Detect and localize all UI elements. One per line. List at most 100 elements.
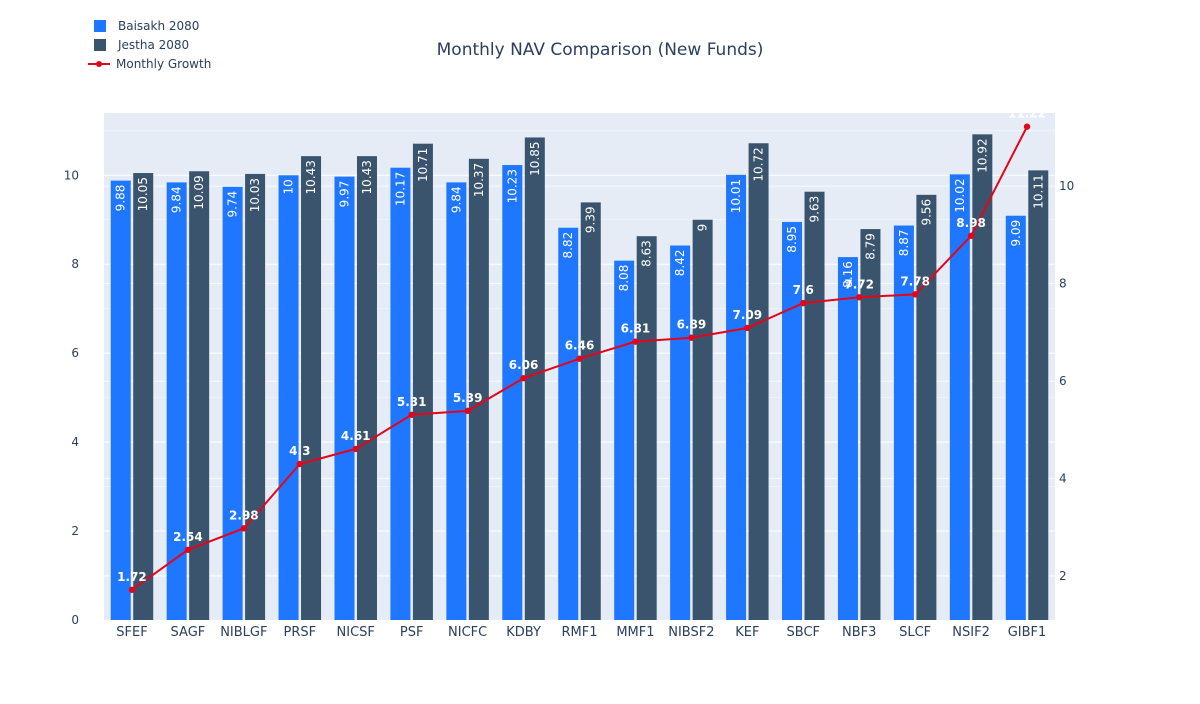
- bar-jestha: [524, 137, 545, 621]
- y-left-tick-label: 10: [64, 168, 79, 182]
- growth-point: [352, 445, 359, 453]
- bar-label-jestha: 10.43: [304, 160, 318, 194]
- x-tick-label: SBCF: [787, 625, 821, 640]
- growth-label: 7.78: [900, 274, 930, 288]
- bar-label-baisakh: 9.84: [170, 186, 184, 213]
- legend-item-jestha[interactable]: Jestha 2080: [92, 35, 211, 54]
- growth-label: 8.98: [956, 216, 986, 230]
- bar-jestha: [580, 202, 601, 621]
- growth-label: 11.22: [1008, 107, 1046, 121]
- x-tick-label: SFEF: [116, 625, 147, 640]
- growth-point: [520, 375, 527, 382]
- growth-label: 4.3: [289, 444, 310, 458]
- x-tick-label: GIBF1: [1008, 625, 1047, 640]
- bar-baisakh: [837, 257, 858, 620]
- x-tick-label: SLCF: [899, 625, 931, 640]
- bar-label-baisakh: 9.88: [114, 185, 128, 212]
- y-right-tick-label: 2: [1059, 569, 1067, 583]
- bar-label-baisakh: 10.01: [729, 179, 743, 213]
- legend-item-growth[interactable]: Monthly Growth: [88, 54, 212, 73]
- bar-label-jestha: 10.09: [192, 175, 206, 209]
- y-left-tick-label: 8: [71, 257, 79, 271]
- bar-label-baisakh: 10.02: [953, 178, 967, 212]
- y-right-tick-label: 10: [1059, 179, 1074, 193]
- x-tick-label: NICFC: [448, 625, 487, 640]
- bar-label-baisakh: 10.23: [505, 169, 519, 203]
- growth-label: 4.61: [341, 429, 371, 443]
- bar-label-jestha: 8.63: [640, 240, 654, 267]
- bar-label-jestha: 10.03: [248, 178, 262, 212]
- bar-label-jestha: 10.37: [472, 163, 486, 197]
- growth-point: [911, 291, 919, 298]
- growth-label: 6.06: [509, 358, 539, 372]
- growth-point: [408, 411, 415, 418]
- bar-baisakh: [390, 167, 411, 620]
- growth-label: 7.6: [793, 283, 814, 297]
- bar-label-jestha: 10.72: [752, 147, 766, 181]
- bar-label-baisakh: 9.97: [337, 181, 351, 208]
- bar-jestha: [860, 229, 881, 621]
- growth-label: 7.09: [733, 308, 763, 322]
- bar-jestha: [133, 173, 154, 620]
- x-tick-label: MMF1: [616, 625, 654, 640]
- bar-label-baisakh: 10: [282, 179, 296, 194]
- growth-label: 7.72: [844, 277, 874, 291]
- x-tick-label: NIBSF2: [668, 625, 714, 640]
- bar-baisakh: [278, 175, 299, 620]
- growth-point: [240, 525, 248, 532]
- bar-label-jestha: 8.79: [863, 233, 877, 260]
- growth-point: [128, 586, 136, 593]
- legend-label-growth: Monthly Growth: [116, 56, 212, 71]
- growth-label: 2.98: [229, 508, 259, 522]
- growth-point: [856, 294, 863, 301]
- bar-label-jestha: 9.39: [584, 206, 598, 233]
- growth-label: 6.81: [621, 322, 651, 336]
- growth-point: [184, 546, 192, 553]
- y-left-tick-label: 0: [71, 613, 79, 627]
- growth-point: [744, 324, 751, 332]
- growth-point: [296, 460, 303, 468]
- bar-label-baisakh: 8.42: [673, 250, 687, 277]
- y-right-tick-label: 4: [1059, 472, 1067, 486]
- legend-line-growth-icon: [88, 58, 110, 70]
- bar-baisakh: [782, 221, 803, 621]
- bar-baisakh: [502, 165, 523, 620]
- legend-label-baisakh: Baisakh 2080: [118, 18, 200, 33]
- x-tick-label: NBF3: [842, 625, 876, 640]
- legend: Baisakh 2080 Jestha 2080 Monthly Growth: [88, 16, 212, 73]
- growth-label: 2.54: [173, 530, 203, 544]
- bar-label-baisakh: 8.87: [897, 230, 911, 257]
- bar-label-baisakh: 10.17: [393, 172, 407, 206]
- growth-point: [967, 232, 975, 240]
- x-tick-label: KEF: [735, 625, 759, 640]
- growth-point: [464, 407, 471, 415]
- legend-item-baisakh[interactable]: Baisakh 2080: [92, 16, 211, 35]
- bar-jestha: [356, 156, 377, 621]
- y-left-tick-label: 4: [71, 435, 79, 449]
- y-right-tick-label: 8: [1059, 277, 1067, 291]
- bar-baisakh: [614, 260, 635, 620]
- bar-baisakh: [222, 186, 243, 621]
- bar-label-jestha: 10.11: [1031, 174, 1045, 208]
- growth-label: 5.31: [397, 395, 427, 409]
- bar-jestha: [1028, 170, 1049, 621]
- bar-label-baisakh: 9.84: [449, 186, 463, 213]
- bar-label-jestha: 9: [696, 224, 710, 232]
- x-tick-label: SAGF: [171, 625, 206, 640]
- bar-baisakh: [893, 225, 914, 620]
- x-tick-label: NSIF2: [952, 625, 990, 640]
- x-tick-label: NICSF: [337, 625, 375, 640]
- bar-jestha: [301, 156, 322, 621]
- legend-swatch-jestha: [94, 38, 106, 51]
- bar-label-jestha: 10.85: [528, 141, 542, 175]
- bar-label-baisakh: 9.09: [1009, 220, 1023, 247]
- bar-label-jestha: 10.92: [975, 138, 989, 172]
- bar-jestha: [972, 134, 993, 621]
- growth-label: 1.72: [117, 570, 147, 584]
- bar-baisakh: [110, 180, 131, 620]
- bar-label-baisakh: 8.16: [841, 261, 855, 288]
- bar-label-jestha: 9.56: [919, 199, 933, 226]
- legend-label-jestha: Jestha 2080: [118, 37, 190, 52]
- bar-baisakh: [334, 176, 355, 621]
